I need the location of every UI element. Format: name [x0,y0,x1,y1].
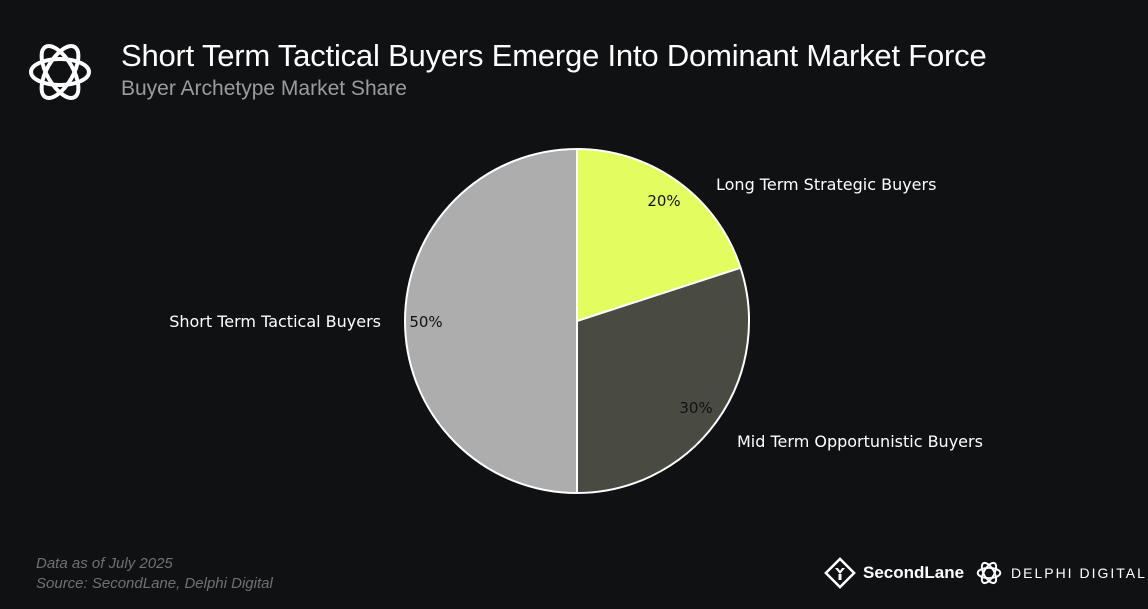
pie-slice-mid-term-opportunistic-buyers [576,266,750,495]
delphi-small-logo-icon [976,561,1002,585]
slice-value-mid-term-opportunistic-buyers: 30% [679,399,712,417]
data-date-note: Data as of July 2025 [36,555,173,572]
delphi-wordmark: DELPHI DIGITAL [1011,565,1147,581]
delphi-brand: DELPHI DIGITAL [975,556,1147,590]
pie-slice-long-term-strategic-buyers [576,147,742,323]
secondlane-logo-icon [824,557,856,589]
footer-notes: Data as of July 2025 Source: SecondLane,… [36,554,273,594]
slice-value-short-term-tactical-buyers: 50% [409,313,442,331]
slice-label-short-term-tactical-buyers: Short Term Tactical Buyers [169,312,381,331]
slice-label-long-term-strategic-buyers: Long Term Strategic Buyers [716,175,936,194]
chart-title: Short Term Tactical Buyers Emerge Into D… [121,38,987,73]
slice-value-long-term-strategic-buyers: 20% [647,192,680,210]
secondlane-brand: SecondLane [823,556,964,590]
slice-label-mid-term-opportunistic-buyers: Mid Term Opportunistic Buyers [737,432,983,451]
source-note: Source: SecondLane, Delphi Digital [36,575,273,592]
delphi-logo-icon [29,44,91,100]
chart-subtitle: Buyer Archetype Market Share [121,77,407,100]
pie-slice-short-term-tactical-buyers [404,147,578,495]
secondlane-wordmark: SecondLane [863,563,965,582]
